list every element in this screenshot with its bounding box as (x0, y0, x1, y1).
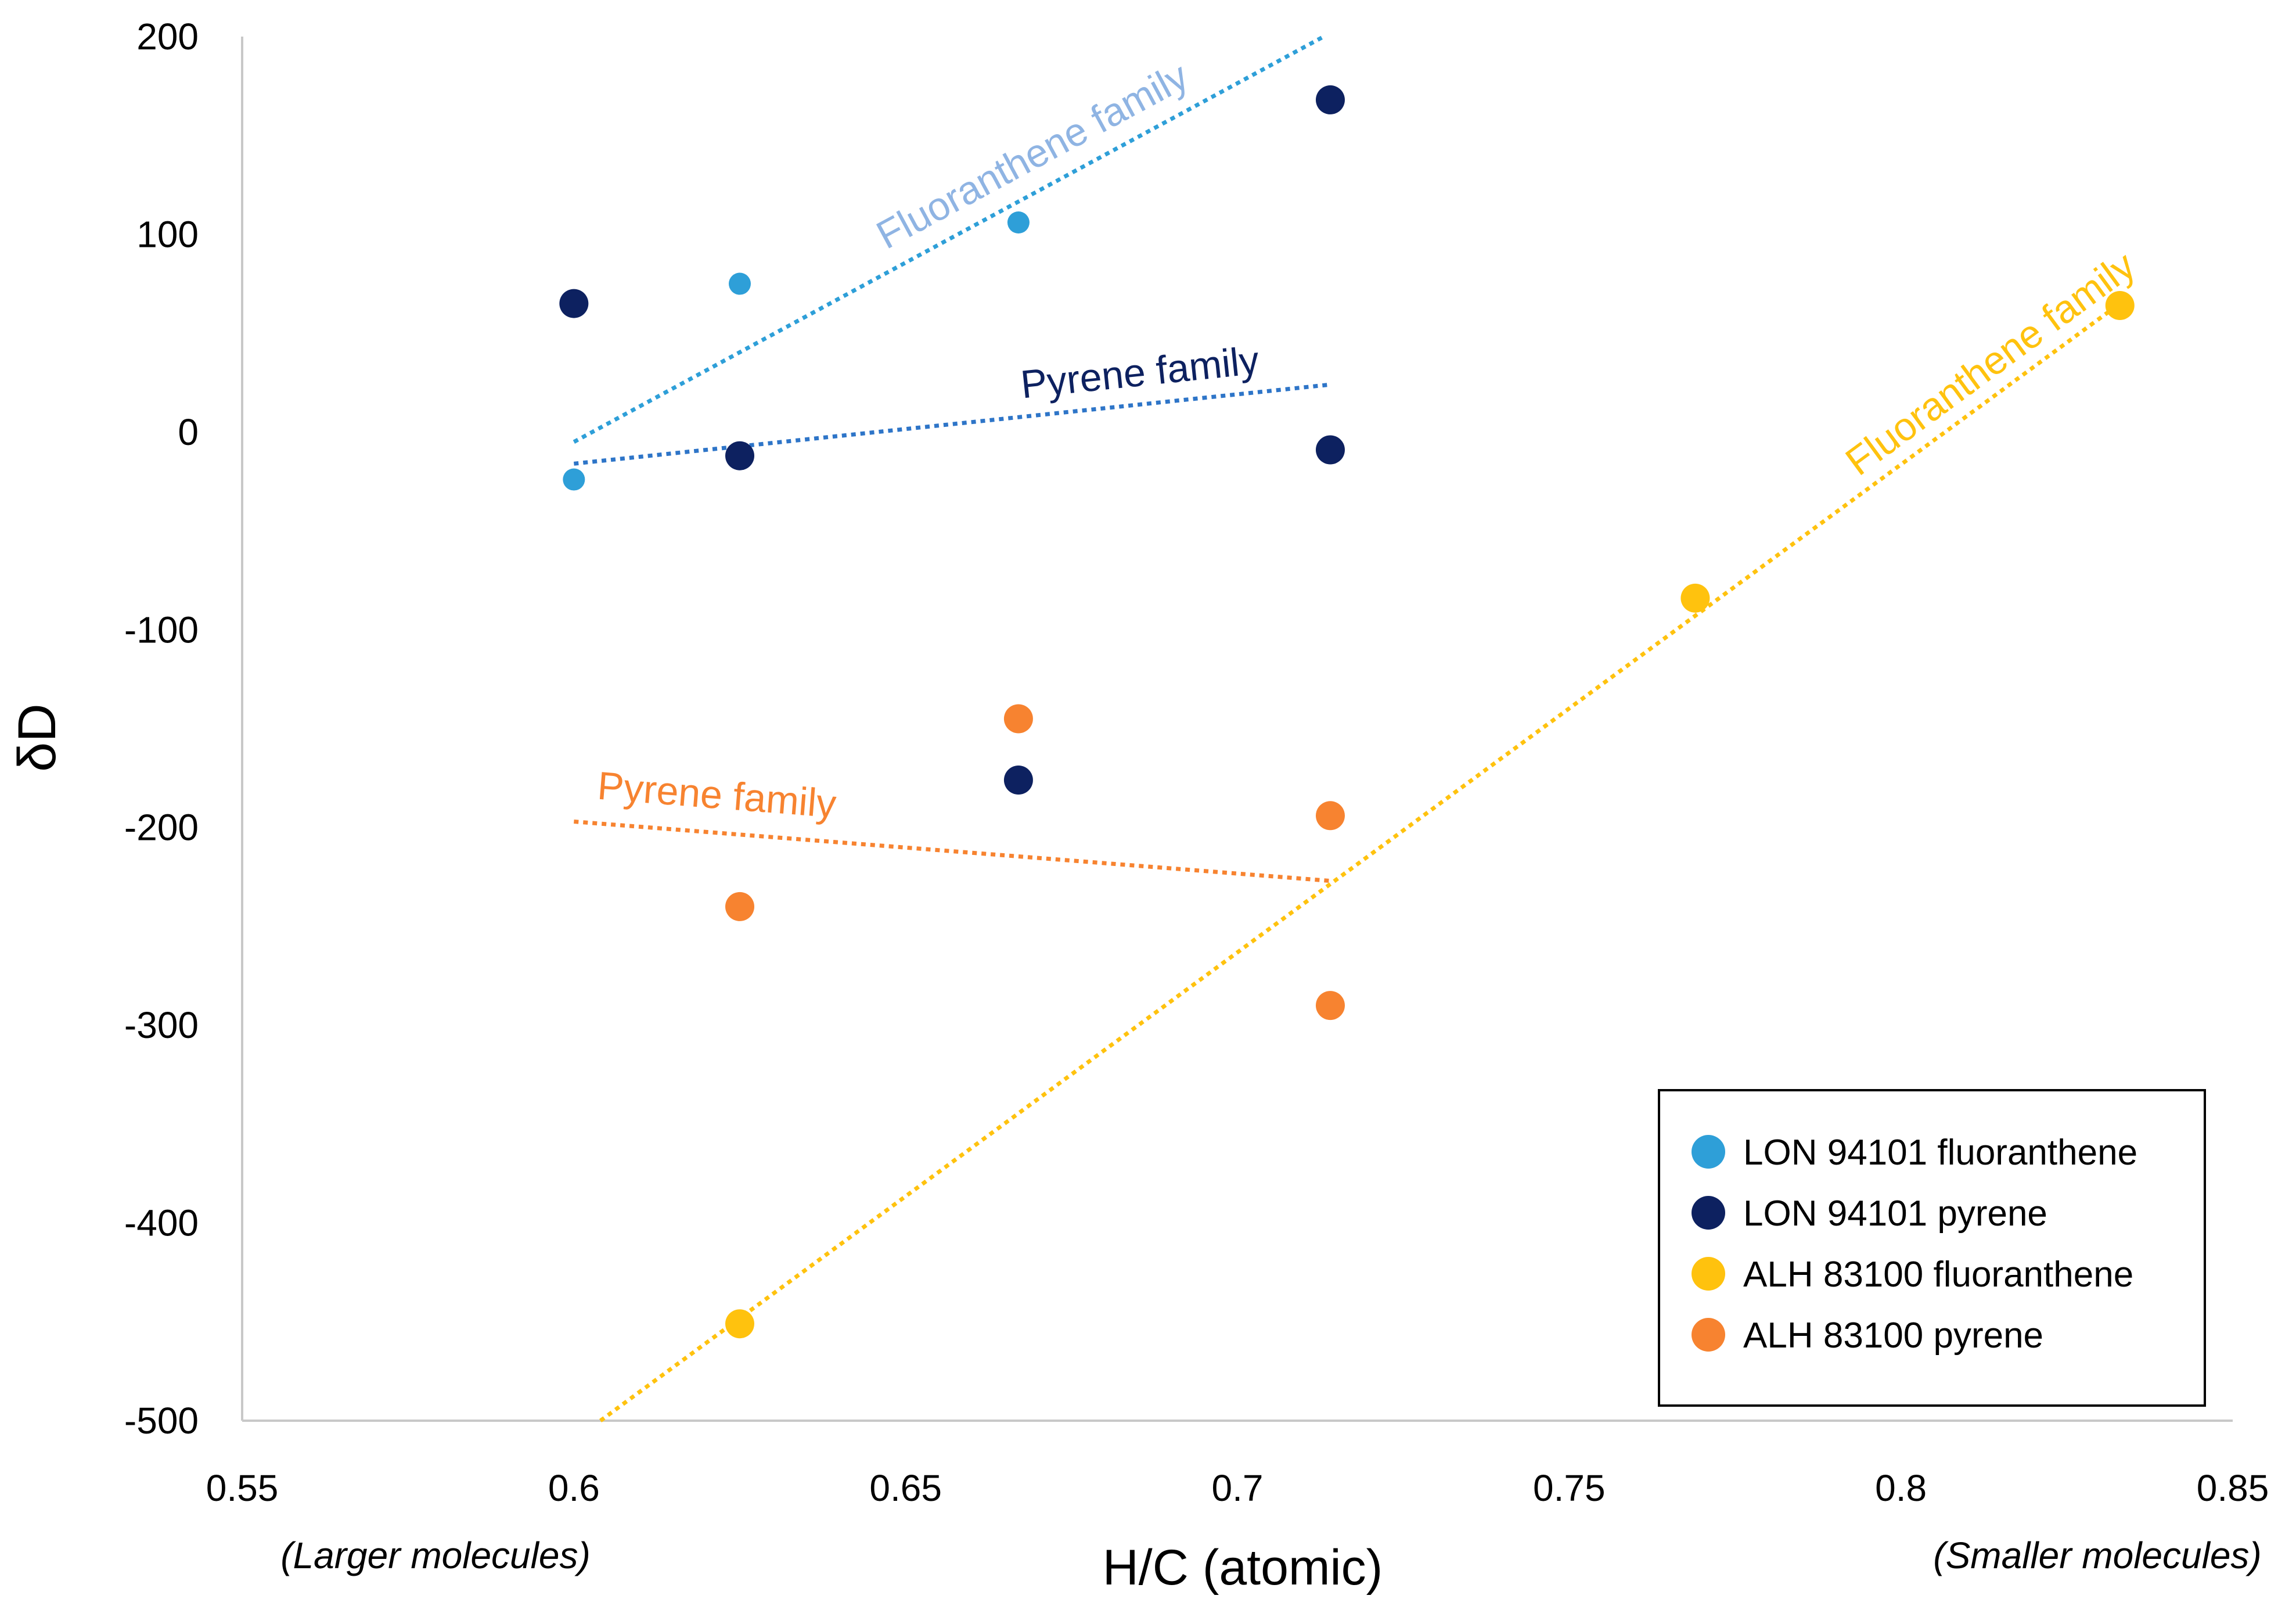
x-tick-label: 0.75 (1533, 1467, 1606, 1509)
data-point (1315, 801, 1345, 831)
y-tick-label: -500 (124, 1400, 199, 1442)
x-tick-label: 0.7 (1212, 1467, 1264, 1509)
data-point (1003, 766, 1033, 795)
x-note-larger-molecules: (Larger molecules) (280, 1535, 591, 1576)
legend: LON 94101 fluoranthene LON 94101 pyrene AL… (1658, 1089, 2206, 1407)
trendline (573, 34, 1325, 444)
x-tick-label: 0.65 (869, 1467, 942, 1509)
y-tick-label: 200 (136, 16, 199, 58)
data-point (1315, 435, 1345, 465)
data-point (1003, 704, 1033, 734)
x-tick-label: 0.85 (2197, 1467, 2269, 1509)
data-point (1007, 211, 1030, 234)
x-note-smaller-molecules: (Smaller molecules) (1933, 1535, 2261, 1576)
data-point (725, 1309, 754, 1339)
trendline (574, 820, 1331, 883)
data-point (729, 272, 751, 295)
legend-swatch (1692, 1318, 1725, 1352)
legend-label: ALH 83100 fluoranthene (1743, 1255, 2133, 1295)
data-point (2105, 290, 2135, 320)
data-point (563, 468, 585, 491)
trendline-label: Fluoranthene family (869, 54, 1196, 258)
y-tick-label: 100 (136, 213, 199, 255)
y-tick-label: -100 (124, 609, 199, 651)
x-tick-label: 0.8 (1875, 1467, 1927, 1509)
y-tick-label: -400 (124, 1202, 199, 1244)
legend-label: LON 94101 pyrene (1743, 1194, 2047, 1234)
legend-box (1658, 1089, 2206, 1407)
legend-swatch (1692, 1196, 1725, 1230)
data-point (559, 289, 589, 318)
data-point (725, 892, 754, 921)
legend-swatch (1692, 1135, 1725, 1169)
trendline (599, 301, 2121, 1422)
x-tick-labels: 0.55 0.6 0.65 0.7 0.75 0.8 0.85 (206, 1467, 2269, 1509)
data-points (559, 85, 2135, 1339)
data-point (725, 441, 754, 470)
legend-label: LON 94101 fluoranthene (1743, 1133, 2137, 1173)
legend-swatch (1692, 1257, 1725, 1291)
data-point (1680, 583, 1710, 613)
x-axis-title: H/C (atomic) (1103, 1540, 1383, 1596)
trendline (573, 382, 1331, 466)
trendline-label: Pyrene family (596, 764, 838, 827)
trendline-label: Fluoranthene family (1838, 243, 2143, 484)
axes (241, 37, 2233, 1422)
legend-label: ALH 83100 pyrene (1743, 1316, 2043, 1356)
y-tick-label: -200 (124, 807, 199, 849)
data-point (1315, 991, 1345, 1020)
y-axis-title: δD (8, 703, 67, 772)
y-tick-label: -300 (124, 1004, 199, 1046)
x-tick-label: 0.55 (206, 1467, 279, 1509)
x-tick-label: 0.6 (548, 1467, 600, 1509)
y-tick-labels: 200 100 0 -100 -200 -300 -400 -500 (124, 16, 199, 1442)
data-point (1315, 85, 1345, 114)
y-tick-label: 0 (178, 411, 199, 453)
